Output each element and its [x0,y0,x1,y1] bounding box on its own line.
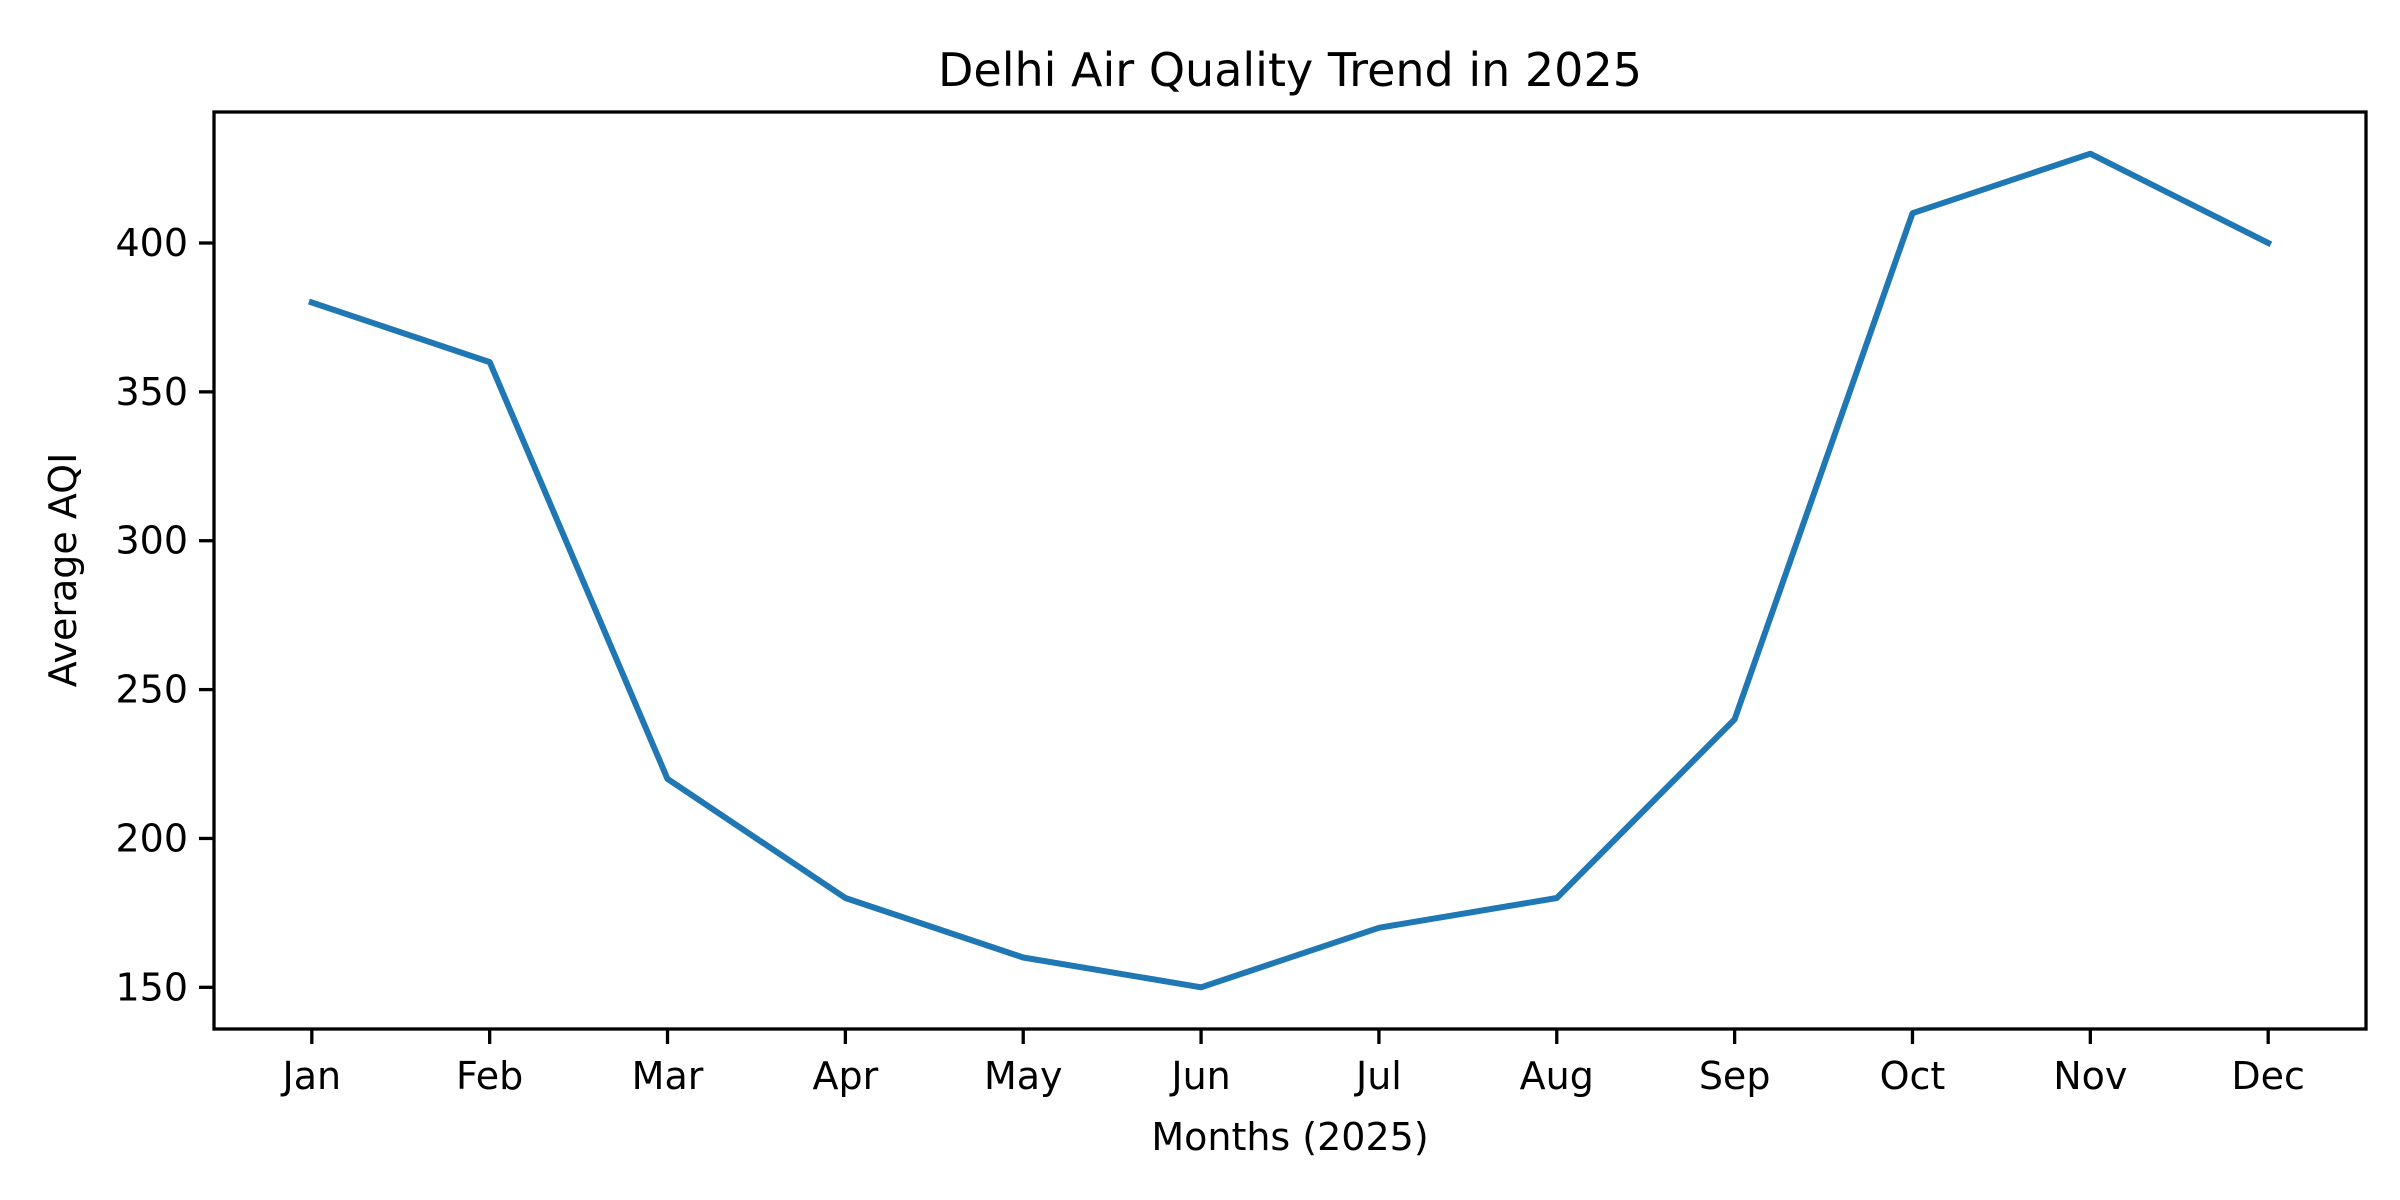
x-axis-label: Months (2025) [1151,1115,1428,1159]
x-tick-label: Jul [1354,1054,1402,1098]
x-tick-label: Jun [1169,1054,1230,1098]
y-tick-label: 150 [115,965,188,1009]
axes-frame [212,110,2368,1031]
plot-area: Jan Feb Mar Apr May Jun Jul Aug Sep Oct Nov Dec 150 2… [115,110,2368,1098]
x-tick-label: Feb [456,1054,523,1098]
x-tick-label: Nov [2053,1054,2127,1098]
x-tick-label: Oct [1880,1054,1946,1098]
x-tick-label: Mar [632,1054,704,1098]
y-tick-label: 350 [115,370,188,414]
y-tick-label: 300 [115,519,188,563]
x-tick-label: May [984,1054,1063,1098]
y-axis-label: Average AQI [41,453,85,688]
x-tick-label: Aug [1520,1054,1594,1098]
y-tick-label: 200 [115,816,188,860]
x-tick-label: Apr [812,1054,878,1098]
chart-title: Delhi Air Quality Trend in 2025 [938,43,1642,97]
y-tick-label: 400 [115,221,188,265]
x-tick-label: Jan [281,1054,342,1098]
x-tick-label: Sep [1699,1054,1771,1098]
y-tick-label: 250 [115,668,188,712]
x-tick-label: Dec [2231,1054,2305,1098]
series-line [308,150,2273,991]
